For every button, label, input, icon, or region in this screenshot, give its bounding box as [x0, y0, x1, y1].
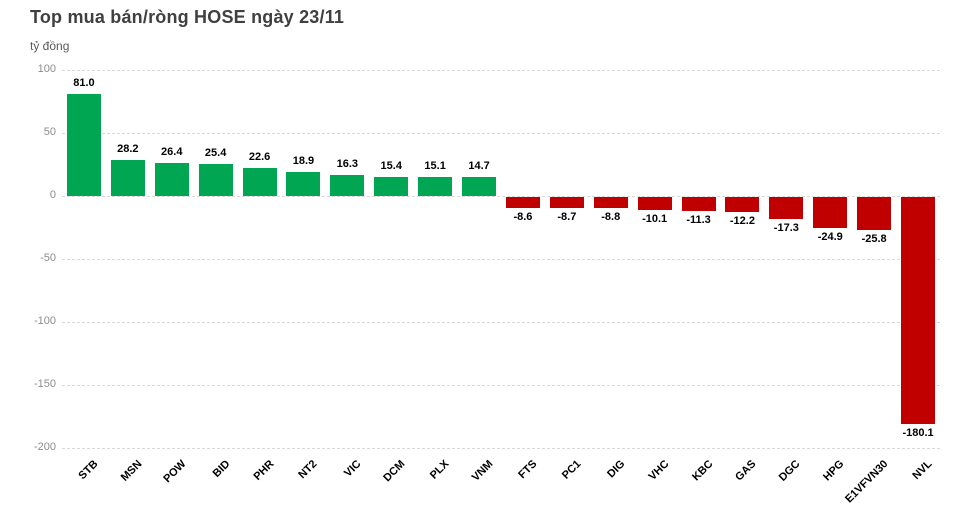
gridline: [62, 70, 940, 71]
bar-vhc: [637, 197, 672, 210]
bar-value-label: 18.9: [292, 155, 315, 168]
bar-value-label: 28.2: [117, 143, 139, 156]
y-tick-label: -150: [33, 378, 56, 390]
bar-value-label: 81.0: [73, 76, 95, 89]
bar-value-label: -24.9: [817, 231, 843, 244]
bar-dgc: [769, 197, 804, 219]
bar-value-label: -25.8: [861, 232, 887, 245]
bar-value-label: -8.6: [513, 210, 533, 223]
gridline: [62, 259, 940, 260]
bar-value-label: -11.3: [686, 214, 711, 227]
bar-value-label: 26.4: [161, 145, 183, 158]
bar-value-label: 15.4: [380, 159, 402, 172]
bar-value-label: 14.7: [468, 160, 490, 173]
bar-vnm: [462, 177, 497, 196]
bar-kbc: [681, 197, 716, 212]
bar-dcm: [374, 176, 409, 196]
bar-dig: [593, 197, 628, 209]
chart-title: Top mua bán/ròng HOSE ngày 23/11: [30, 7, 345, 27]
y-tick-label: 50: [43, 126, 56, 138]
y-tick-label: -50: [40, 252, 56, 264]
y-tick-label: 0: [49, 189, 56, 201]
bar-pow: [154, 162, 189, 196]
bar-value-label: -12.2: [729, 215, 755, 228]
bar-value-label: 15.1: [424, 159, 446, 172]
y-axis-unit-label: tỷ đồng: [30, 39, 70, 53]
bar-bid: [198, 163, 233, 196]
bar-value-label: -8.7: [557, 210, 577, 223]
y-tick-label: -100: [33, 315, 56, 327]
bar-value-label: -180.1: [902, 426, 934, 439]
bar-value-label: 25.4: [204, 146, 227, 159]
gridline: [62, 385, 940, 386]
gridline: [62, 322, 940, 323]
bar-nt2: [286, 172, 321, 196]
bar-value-label: 22.6: [248, 150, 271, 163]
x-axis-label: STB: [76, 458, 101, 483]
bar-vic: [330, 175, 365, 196]
y-tick-label: -200: [33, 441, 56, 453]
bar-gas: [725, 197, 760, 213]
bar-nvl: [901, 197, 936, 424]
bar-msn: [110, 160, 145, 196]
gridline: [62, 448, 940, 449]
bar-phr: [242, 167, 277, 196]
bar-e1vfvn30: [857, 197, 892, 230]
bar-value-label: -8.8: [601, 211, 621, 224]
bar-stb: [66, 93, 101, 196]
bar-value-label: -10.1: [642, 212, 668, 225]
bar-pc1: [549, 197, 584, 208]
bar-value-label: -17.3: [773, 221, 799, 234]
bar-plx: [418, 176, 453, 196]
bar-value-label: 16.3: [336, 158, 359, 171]
bar-fts: [505, 197, 540, 208]
bar-hpg: [813, 197, 848, 229]
gridline: [62, 196, 940, 197]
y-tick-label: 100: [37, 63, 56, 75]
gridline: [62, 133, 940, 134]
